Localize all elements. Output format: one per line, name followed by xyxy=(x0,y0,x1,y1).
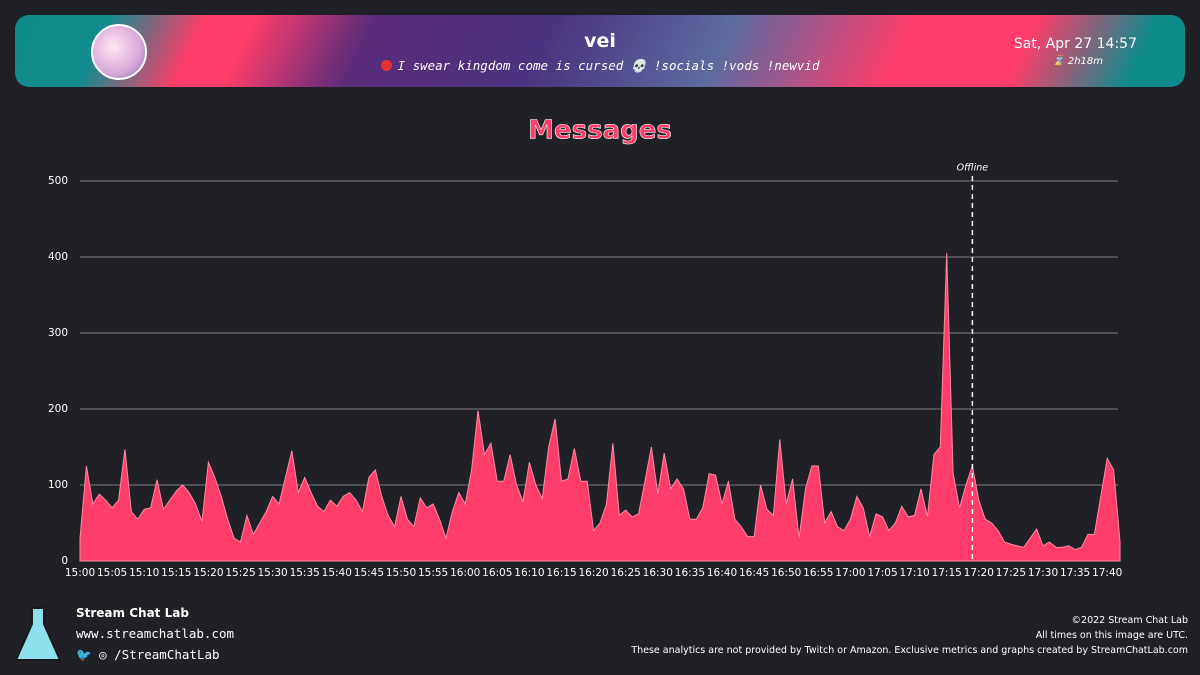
x-tick-label: 16:40 xyxy=(707,567,737,579)
x-tick-label: 17:05 xyxy=(867,567,897,579)
x-tick-label: 17:40 xyxy=(1092,567,1122,579)
avatar xyxy=(91,24,147,80)
copyright: ©2022 Stream Chat Lab xyxy=(1071,615,1188,626)
x-tick-label: 16:10 xyxy=(514,567,544,579)
x-tick-label: 17:00 xyxy=(835,567,865,579)
stream-date: Sat, Apr 27 14:57 xyxy=(1013,36,1137,52)
x-tick-label: 15:55 xyxy=(418,567,448,579)
social-handle: /StreamChatLab xyxy=(114,647,220,662)
x-tick-label: 16:05 xyxy=(482,567,512,579)
x-tick-label: 16:30 xyxy=(643,567,673,579)
x-tick-label: 15:10 xyxy=(129,567,159,579)
x-tick-label: 16:20 xyxy=(578,567,608,579)
chart: Messages 0 100 200 300 400 500 15:00 15:05 15:10… xyxy=(48,115,1122,579)
x-tick-label: 16:35 xyxy=(675,567,705,579)
logo xyxy=(14,607,62,661)
x-tick-label: 17:20 xyxy=(964,567,994,579)
x-tick-label: 15:35 xyxy=(290,567,320,579)
x-tick-label: 15:15 xyxy=(161,567,191,579)
channel-name: vei xyxy=(584,30,616,52)
area xyxy=(79,253,1121,562)
x-tick-label: 16:55 xyxy=(803,567,833,579)
x-tick-label: 17:30 xyxy=(1028,567,1058,579)
x-tick-label: 15:30 xyxy=(257,567,287,579)
x-tick-label: 15:20 xyxy=(193,567,223,579)
y-tick-label: 0 xyxy=(61,555,68,567)
offline-label: Offline xyxy=(957,163,989,174)
duration-text: 2h18m xyxy=(1067,56,1103,67)
y-tick-label: 100 xyxy=(48,479,68,491)
timezone-note: All times on this image are UTC. xyxy=(1035,630,1188,641)
y-tick-label: 300 xyxy=(48,327,68,339)
footer-right: ©2022 Stream Chat Lab All times on this … xyxy=(631,613,1188,658)
x-tick-label: 15:45 xyxy=(354,567,384,579)
x-tick-label: 17:15 xyxy=(932,567,962,579)
stream-duration: ⌛ 2h18m xyxy=(1052,56,1103,67)
x-tick-label: 17:10 xyxy=(899,567,929,579)
x-tick-label: 16:00 xyxy=(450,567,480,579)
x-tick-label: 16:25 xyxy=(611,567,641,579)
x-tick-label: 17:25 xyxy=(996,567,1026,579)
y-tick-label: 200 xyxy=(48,403,68,415)
chart-title: Messages xyxy=(528,116,672,146)
disclaimer: These analytics are not provided by Twit… xyxy=(631,645,1188,656)
x-tick-label: 15:50 xyxy=(386,567,416,579)
stream-title: I swear kingdom come is cursed 💀 !social… xyxy=(0,58,1200,74)
x-tick-label: 16:15 xyxy=(546,567,576,579)
header-banner xyxy=(15,15,1185,87)
x-tick-label: 17:35 xyxy=(1060,567,1090,579)
x-tick-label: 15:05 xyxy=(97,567,127,579)
x-tick-label: 16:50 xyxy=(771,567,801,579)
y-tick-label: 500 xyxy=(48,175,68,187)
x-tick-label: 15:25 xyxy=(225,567,255,579)
x-tick-label: 15:00 xyxy=(65,567,95,579)
stream-title-text: I swear kingdom come is cursed 💀 !social… xyxy=(397,58,820,73)
y-tick-label: 400 xyxy=(48,251,68,263)
x-tick-label: 16:45 xyxy=(739,567,769,579)
x-tick-label: 15:40 xyxy=(322,567,352,579)
brand-url: www.streamchatlab.com xyxy=(76,626,235,641)
brand-social: 🐦 ◎ /StreamChatLab xyxy=(76,647,220,662)
brand-name: Stream Chat Lab xyxy=(76,606,189,620)
footer-left: Stream Chat Lab www.streamchatlab.com 🐦 … xyxy=(76,606,234,663)
